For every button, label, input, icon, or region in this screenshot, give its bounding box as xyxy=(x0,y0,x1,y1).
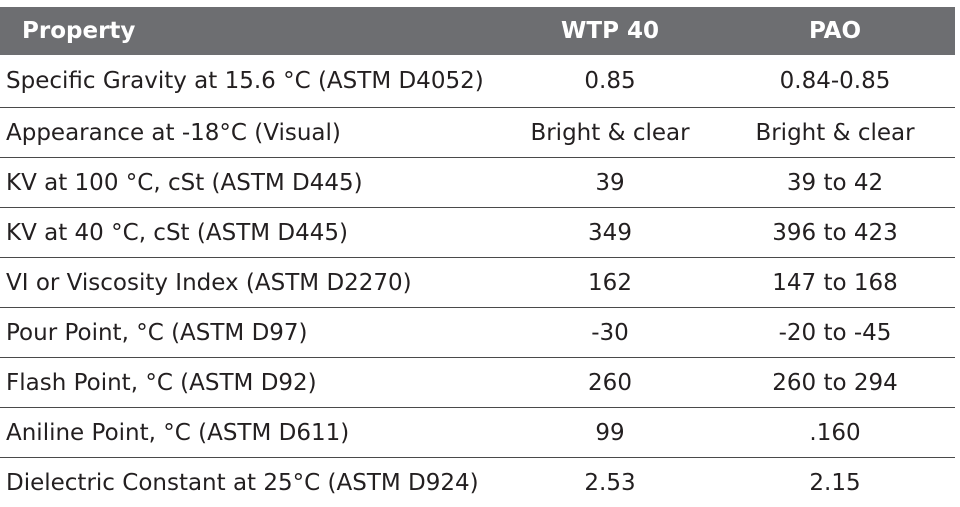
table-header-row: Property WTP 40 PAO xyxy=(0,7,955,55)
cell-property: Appearance at -18°C (Visual) xyxy=(6,119,341,146)
table-row: Aniline Point, °C (ASTM D611) 99 .160 xyxy=(0,408,955,458)
cell-property: VI or Viscosity Index (ASTM D2270) xyxy=(6,269,412,296)
table-row: VI or Viscosity Index (ASTM D2270) 162 1… xyxy=(0,258,955,308)
cell-property: KV at 100 °C, cSt (ASTM D445) xyxy=(6,169,363,196)
cell-property: Dielectric Constant at 25°C (ASTM D924) xyxy=(6,469,479,496)
cell-wtp-40: 2.53 xyxy=(584,469,636,496)
cell-property: KV at 40 °C, cSt (ASTM D445) xyxy=(6,219,348,246)
cell-wtp-40: 260 xyxy=(588,369,632,396)
table-row: KV at 100 °C, cSt (ASTM D445) 39 39 to 4… xyxy=(0,158,955,208)
table-body: Specific Gravity at 15.6 °C (ASTM D4052)… xyxy=(0,55,955,507)
cell-wtp-40: 349 xyxy=(588,219,632,246)
cell-wtp-40: 99 xyxy=(595,419,625,446)
cell-wtp-40: Bright & clear xyxy=(530,119,690,146)
cell-wtp-40: 162 xyxy=(588,269,632,296)
header-pao: PAO xyxy=(808,18,862,44)
property-comparison-table: Property WTP 40 PAO Specific Gravity at … xyxy=(0,7,955,507)
cell-pao: 396 to 423 xyxy=(772,219,898,246)
cell-property: Aniline Point, °C (ASTM D611) xyxy=(6,419,350,446)
header-wtp-40: WTP 40 xyxy=(561,18,659,44)
cell-pao: 39 to 42 xyxy=(786,169,884,196)
table-row: Dielectric Constant at 25°C (ASTM D924) … xyxy=(0,458,955,507)
cell-pao: 147 to 168 xyxy=(772,269,898,296)
table-row: Specific Gravity at 15.6 °C (ASTM D4052)… xyxy=(0,55,955,108)
cell-wtp-40: 0.85 xyxy=(584,68,636,94)
cell-pao: 0.84-0.85 xyxy=(779,68,891,94)
cell-property: Pour Point, °C (ASTM D97) xyxy=(6,319,308,346)
cell-pao: Bright & clear xyxy=(755,119,915,146)
table-row: Flash Point, °C (ASTM D92) 260 260 to 29… xyxy=(0,358,955,408)
table-row: Appearance at -18°C (Visual) Bright & cl… xyxy=(0,108,955,158)
cell-pao: 260 to 294 xyxy=(772,369,898,396)
cell-property: Flash Point, °C (ASTM D92) xyxy=(6,369,317,396)
cell-pao: .160 xyxy=(809,419,861,446)
cell-property: Specific Gravity at 15.6 °C (ASTM D4052) xyxy=(6,68,484,94)
cell-wtp-40: -30 xyxy=(591,319,629,346)
cell-pao: 2.15 xyxy=(809,469,861,496)
table-row: KV at 40 °C, cSt (ASTM D445) 349 396 to … xyxy=(0,208,955,258)
header-property: Property xyxy=(22,18,136,44)
table-row: Pour Point, °C (ASTM D97) -30 -20 to -45 xyxy=(0,308,955,358)
cell-wtp-40: 39 xyxy=(595,169,625,196)
cell-pao: -20 to -45 xyxy=(778,319,892,346)
